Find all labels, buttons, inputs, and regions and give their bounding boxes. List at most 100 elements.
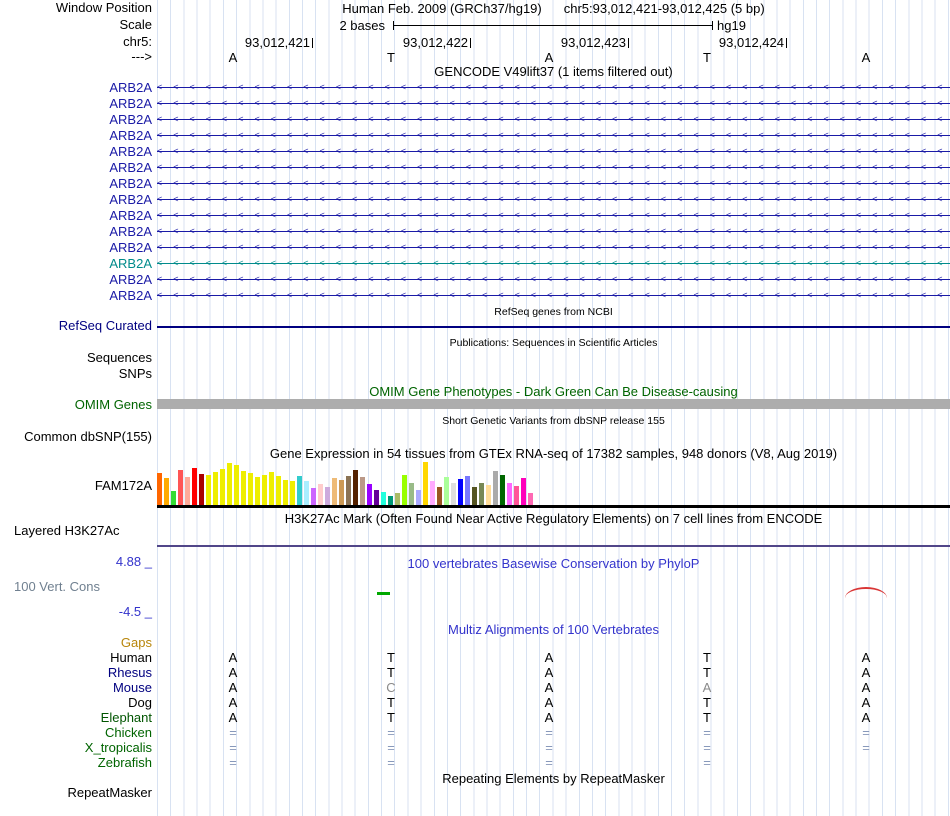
gene-intron-arrow-line[interactable]: <<<<<<<<<<<<<<<<<<<<<<<<<<<<<<<<<<<<<<<<… bbox=[157, 272, 950, 288]
gene-intron-arrow-line[interactable]: <<<<<<<<<<<<<<<<<<<<<<<<<<<<<<<<<<<<<<<<… bbox=[157, 128, 950, 144]
gtex-tissue-bar[interactable] bbox=[157, 473, 162, 505]
gtex-tissue-bar[interactable] bbox=[458, 479, 463, 505]
dbsnp-track-title[interactable]: Short Genetic Variants from dbSNP releas… bbox=[442, 415, 665, 427]
refseq-track-title[interactable]: RefSeq genes from NCBI bbox=[494, 306, 613, 318]
gtex-tissue-bar[interactable] bbox=[402, 475, 407, 505]
gene-intron-arrow-line[interactable]: <<<<<<<<<<<<<<<<<<<<<<<<<<<<<<<<<<<<<<<<… bbox=[157, 96, 950, 112]
gtex-tissue-bar[interactable] bbox=[262, 475, 267, 505]
repeatmasker-track-title[interactable]: Repeating Elements by RepeatMasker bbox=[442, 771, 665, 786]
snps-track-label[interactable]: SNPs bbox=[118, 366, 152, 381]
gene-label[interactable]: ARB2A bbox=[109, 144, 152, 159]
gtex-tissue-bar[interactable] bbox=[416, 490, 421, 505]
gtex-tissue-bar[interactable] bbox=[451, 483, 456, 505]
dbsnp-track-label[interactable]: Common dbSNP(155) bbox=[24, 429, 152, 444]
gene-intron-arrow-line[interactable]: <<<<<<<<<<<<<<<<<<<<<<<<<<<<<<<<<<<<<<<<… bbox=[157, 256, 950, 272]
gtex-tissue-bar[interactable] bbox=[521, 478, 526, 505]
gtex-tissue-bar[interactable] bbox=[276, 476, 281, 505]
gene-label[interactable]: ARB2A bbox=[109, 128, 152, 143]
gtex-tissue-bar[interactable] bbox=[297, 476, 302, 505]
species-label[interactable]: Elephant bbox=[100, 710, 152, 725]
species-label[interactable]: Human bbox=[110, 650, 152, 665]
gtex-tissue-bar[interactable] bbox=[241, 471, 246, 505]
species-label[interactable]: X_tropicalis bbox=[84, 740, 152, 755]
gtex-tissue-bar[interactable] bbox=[185, 477, 190, 505]
gtex-tissue-bar[interactable] bbox=[178, 470, 183, 505]
gtex-tissue-bar[interactable] bbox=[360, 477, 365, 505]
gtex-tissue-bar[interactable] bbox=[514, 486, 519, 505]
gtex-tissue-bar[interactable] bbox=[192, 468, 197, 505]
gtex-tissue-bar[interactable] bbox=[465, 476, 470, 505]
gtex-tissue-bar[interactable] bbox=[381, 492, 386, 505]
gtex-tissue-bar[interactable] bbox=[500, 475, 505, 505]
gtex-tissue-bar[interactable] bbox=[339, 480, 344, 505]
gene-intron-arrow-line[interactable]: <<<<<<<<<<<<<<<<<<<<<<<<<<<<<<<<<<<<<<<<… bbox=[157, 176, 950, 192]
gene-label[interactable]: ARB2A bbox=[109, 224, 152, 239]
gtex-tissue-bar[interactable] bbox=[213, 472, 218, 505]
h3k27ac-track-title[interactable]: H3K27Ac Mark (Often Found Near Active Re… bbox=[284, 511, 823, 526]
phylop-track-title[interactable]: 100 vertebrates Basewise Conservation by… bbox=[407, 556, 700, 571]
omim-genes-label[interactable]: OMIM Genes bbox=[74, 397, 152, 412]
publications-track-title[interactable]: Publications: Sequences in Scientific Ar… bbox=[449, 337, 658, 349]
h3k27ac-signal-line[interactable] bbox=[157, 545, 950, 547]
gtex-track-title[interactable]: Gene Expression in 54 tissues from GTEx … bbox=[269, 446, 838, 461]
gene-label[interactable]: ARB2A bbox=[109, 256, 152, 271]
gene-label[interactable]: ARB2A bbox=[109, 96, 152, 111]
gene-intron-arrow-line[interactable]: <<<<<<<<<<<<<<<<<<<<<<<<<<<<<<<<<<<<<<<<… bbox=[157, 240, 950, 256]
species-label[interactable]: Rhesus bbox=[107, 665, 152, 680]
gtex-tissue-bar[interactable] bbox=[353, 470, 358, 505]
gtex-tissue-bar[interactable] bbox=[388, 496, 393, 505]
omim-gene-bar[interactable] bbox=[157, 399, 950, 409]
gtex-tissue-bar[interactable] bbox=[220, 469, 225, 505]
gtex-gene-label[interactable]: FAM172A bbox=[94, 478, 152, 493]
gtex-tissue-bar[interactable] bbox=[234, 465, 239, 505]
gtex-tissue-bar[interactable] bbox=[367, 484, 372, 505]
gtex-tissue-bar[interactable] bbox=[304, 481, 309, 505]
gencode-track-title[interactable]: GENCODE V49lift37 (1 items filtered out) bbox=[434, 64, 673, 79]
gtex-tissue-bar[interactable] bbox=[290, 481, 295, 505]
gene-label[interactable]: ARB2A bbox=[109, 80, 152, 95]
species-label[interactable]: Dog bbox=[128, 695, 152, 710]
gtex-tissue-bar[interactable] bbox=[430, 481, 435, 505]
gene-label[interactable]: ARB2A bbox=[109, 112, 152, 127]
gene-label[interactable]: ARB2A bbox=[109, 208, 152, 223]
species-label[interactable]: Zebrafish bbox=[97, 755, 152, 770]
gtex-tissue-bar[interactable] bbox=[507, 483, 512, 505]
gene-intron-arrow-line[interactable]: <<<<<<<<<<<<<<<<<<<<<<<<<<<<<<<<<<<<<<<<… bbox=[157, 112, 950, 128]
gtex-tissue-bar[interactable] bbox=[269, 472, 274, 505]
gtex-tissue-bar[interactable] bbox=[486, 485, 491, 505]
omim-track-title[interactable]: OMIM Gene Phenotypes - Dark Green Can Be… bbox=[369, 384, 738, 399]
gene-intron-arrow-line[interactable]: <<<<<<<<<<<<<<<<<<<<<<<<<<<<<<<<<<<<<<<<… bbox=[157, 192, 950, 208]
refseq-curated-label[interactable]: RefSeq Curated bbox=[58, 318, 152, 333]
gtex-tissue-bar[interactable] bbox=[283, 480, 288, 505]
gtex-tissue-bar[interactable] bbox=[479, 483, 484, 505]
gene-label[interactable]: ARB2A bbox=[109, 240, 152, 255]
gtex-tissue-bar[interactable] bbox=[374, 490, 379, 505]
gtex-tissue-bar[interactable] bbox=[409, 483, 414, 505]
gene-intron-arrow-line[interactable]: <<<<<<<<<<<<<<<<<<<<<<<<<<<<<<<<<<<<<<<<… bbox=[157, 144, 950, 160]
gene-intron-arrow-line[interactable]: <<<<<<<<<<<<<<<<<<<<<<<<<<<<<<<<<<<<<<<<… bbox=[157, 160, 950, 176]
gtex-tissue-bar[interactable] bbox=[528, 493, 533, 505]
gene-label[interactable]: ARB2A bbox=[109, 160, 152, 175]
gtex-tissue-bar[interactable] bbox=[332, 478, 337, 505]
gene-intron-arrow-line[interactable]: <<<<<<<<<<<<<<<<<<<<<<<<<<<<<<<<<<<<<<<<… bbox=[157, 288, 950, 304]
gtex-tissue-bar[interactable] bbox=[171, 491, 176, 505]
gtex-tissue-bar[interactable] bbox=[493, 471, 498, 505]
gene-intron-arrow-line[interactable]: <<<<<<<<<<<<<<<<<<<<<<<<<<<<<<<<<<<<<<<<… bbox=[157, 224, 950, 240]
gene-label[interactable]: ARB2A bbox=[109, 176, 152, 191]
gene-intron-arrow-line[interactable]: <<<<<<<<<<<<<<<<<<<<<<<<<<<<<<<<<<<<<<<<… bbox=[157, 80, 950, 96]
species-label[interactable]: Chicken bbox=[105, 725, 152, 740]
species-label[interactable]: Mouse bbox=[112, 680, 152, 695]
gtex-tissue-bar[interactable] bbox=[346, 476, 351, 505]
gene-intron-arrow-line[interactable]: <<<<<<<<<<<<<<<<<<<<<<<<<<<<<<<<<<<<<<<<… bbox=[157, 208, 950, 224]
gaps-label[interactable]: Gaps bbox=[120, 635, 152, 650]
h3k27ac-track-label[interactable]: Layered H3K27Ac bbox=[14, 523, 120, 538]
gtex-tissue-bar[interactable] bbox=[206, 475, 211, 505]
multiz-track-title[interactable]: Multiz Alignments of 100 Vertebrates bbox=[447, 622, 659, 637]
gtex-tissue-bar[interactable] bbox=[199, 474, 204, 505]
gene-label[interactable]: ARB2A bbox=[109, 192, 152, 207]
phylop-track-label[interactable]: 100 Vert. Cons bbox=[14, 579, 100, 594]
gtex-tissue-bar[interactable] bbox=[248, 473, 253, 505]
gene-label[interactable]: ARB2A bbox=[109, 288, 152, 303]
gtex-tissue-bar[interactable] bbox=[437, 487, 442, 505]
gtex-tissue-bar[interactable] bbox=[423, 462, 428, 505]
